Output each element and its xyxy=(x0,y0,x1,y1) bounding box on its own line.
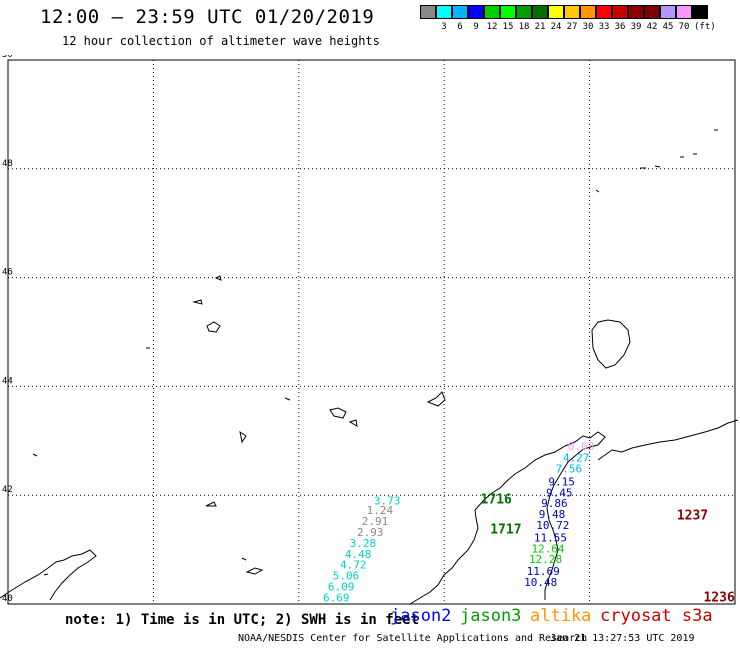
swh-value: 10.72 xyxy=(536,519,569,532)
island-i xyxy=(348,419,358,427)
map-graticule: 504846444240120123126129132135 xyxy=(2,55,736,605)
scale-tick-label: 18 xyxy=(518,22,530,32)
scale-swatch xyxy=(436,5,452,19)
pass-id-label: 1717 xyxy=(490,522,521,537)
scale-tick-label: 9 xyxy=(473,22,479,32)
scale-tick-label: 3 xyxy=(441,22,447,32)
scale-swatch xyxy=(596,5,612,19)
pass-ids: 1716 1717 1237 1236 xyxy=(481,492,735,605)
scale-swatch xyxy=(452,5,468,19)
swh-value: 10.48 xyxy=(524,576,557,589)
swh-value: 9.48 xyxy=(539,508,566,521)
swh-value: 5.06 xyxy=(333,570,360,583)
swh-value: 4.48 xyxy=(345,548,372,561)
scale-tick-label: 36 xyxy=(614,22,626,32)
island-f xyxy=(205,501,217,507)
swh-value: 1.24 xyxy=(367,504,394,517)
swh-value: 9.15 xyxy=(548,475,575,488)
scale-swatch xyxy=(644,5,660,19)
scale-swatch xyxy=(500,5,516,19)
island-g xyxy=(192,299,203,305)
satellite-label-jason3: jason3 xyxy=(460,606,522,626)
scale-swatch xyxy=(660,5,676,19)
credit-line: NOAA/NESDIS Center for Satellite Applica… xyxy=(238,633,588,644)
swh-value: 0.03 xyxy=(568,440,595,453)
china-coast xyxy=(409,509,479,605)
scale-swatch xyxy=(564,5,580,19)
scale-swatch xyxy=(548,5,564,19)
map-frame xyxy=(7,59,736,605)
scale-tick-label: 12 xyxy=(486,22,498,32)
scale-tick-label: 45 xyxy=(662,22,674,32)
scale-tick-label: 27 xyxy=(566,22,578,32)
scale-swatch xyxy=(612,5,628,19)
footnote: note: 1) Time is in UTC; 2) SWH is in fe… xyxy=(65,612,420,628)
scale-swatch xyxy=(580,5,596,19)
satellite-label-jason2: jason2 xyxy=(390,606,452,626)
scale-tick-label: 21 xyxy=(534,22,546,32)
scale-swatch xyxy=(692,5,708,19)
swh-value: 6.69 xyxy=(323,591,350,604)
map-subtitle: 12 hour collection of altimeter wave hei… xyxy=(62,34,380,48)
scale-tick-label: 15 xyxy=(502,22,514,32)
scale-tick-label: 70 xyxy=(678,22,690,32)
scale-tick-label: 39 xyxy=(630,22,642,32)
swh-value: 7.56 xyxy=(556,462,583,475)
shandong-coast xyxy=(0,549,97,601)
swh-value: 3.73 xyxy=(374,494,401,507)
swh-value: 9.45 xyxy=(546,486,573,499)
island-h xyxy=(214,275,222,281)
swh-value: 12.64 xyxy=(531,542,564,555)
latitude-label: 40 xyxy=(2,594,13,604)
swh-value: 11.55 xyxy=(534,531,567,544)
scale-swatch xyxy=(628,5,644,19)
swh-value: 6.09 xyxy=(328,580,355,593)
scale-swatch xyxy=(676,5,692,19)
latitude-label: 46 xyxy=(2,268,13,278)
scale-swatch xyxy=(484,5,500,19)
island-a xyxy=(329,407,347,419)
scale-tick-label: 6 xyxy=(457,22,463,32)
scale-tick-label: 33 xyxy=(598,22,610,32)
scale-swatch xyxy=(468,5,484,19)
island-c xyxy=(206,321,221,333)
latitude-label: 48 xyxy=(2,159,13,169)
island-b xyxy=(426,391,446,407)
satellite-label-cryosat: cryosat s3a xyxy=(600,606,713,626)
latitude-label: 50 xyxy=(2,55,13,60)
scale-tick-label: 42 xyxy=(646,22,658,32)
generated-timestamp: Jan 21 13:27:53 UTC 2019 xyxy=(550,633,695,644)
swh-value: 11.69 xyxy=(527,565,560,578)
swh-value: 9.86 xyxy=(541,497,568,510)
scale-tick-label: 30 xyxy=(582,22,594,32)
map-title: 12:00 – 23:59 UTC 01/20/2019 xyxy=(40,6,375,28)
swh-value: 2.91 xyxy=(362,515,389,528)
swh-value: 4.72 xyxy=(340,559,367,572)
coastline xyxy=(0,129,739,605)
island-d xyxy=(239,430,247,444)
swh-observations: 0.034.277.569.159.459.869.4810.7211.5512… xyxy=(323,440,594,604)
swh-value: 4.27 xyxy=(563,451,590,464)
latitude-label: 44 xyxy=(2,376,13,386)
pass-id-label: 1716 xyxy=(481,492,512,507)
pass-id-label: 1237 xyxy=(677,509,708,524)
swh-value: 12.28 xyxy=(529,553,562,566)
scale-tick-label: 24 xyxy=(550,22,562,32)
island-j xyxy=(32,129,718,576)
satellite-label-altika: altika xyxy=(530,606,592,626)
scale-swatch xyxy=(420,5,436,19)
altimeter-map: 504846444240120123126129132135 0.034.277… xyxy=(0,55,739,605)
pass-id-label: 1236 xyxy=(703,590,734,605)
swh-value: 2.93 xyxy=(357,526,384,539)
scale-unit: (ft) xyxy=(694,22,716,32)
lake-khanka xyxy=(591,319,631,369)
scale-swatch xyxy=(516,5,532,19)
latitude-label: 42 xyxy=(2,485,13,495)
russia-coast xyxy=(597,419,739,461)
swh-value: 3.28 xyxy=(350,537,377,550)
island-e xyxy=(245,567,264,575)
scale-swatch xyxy=(532,5,548,19)
korea-coast xyxy=(474,431,606,600)
